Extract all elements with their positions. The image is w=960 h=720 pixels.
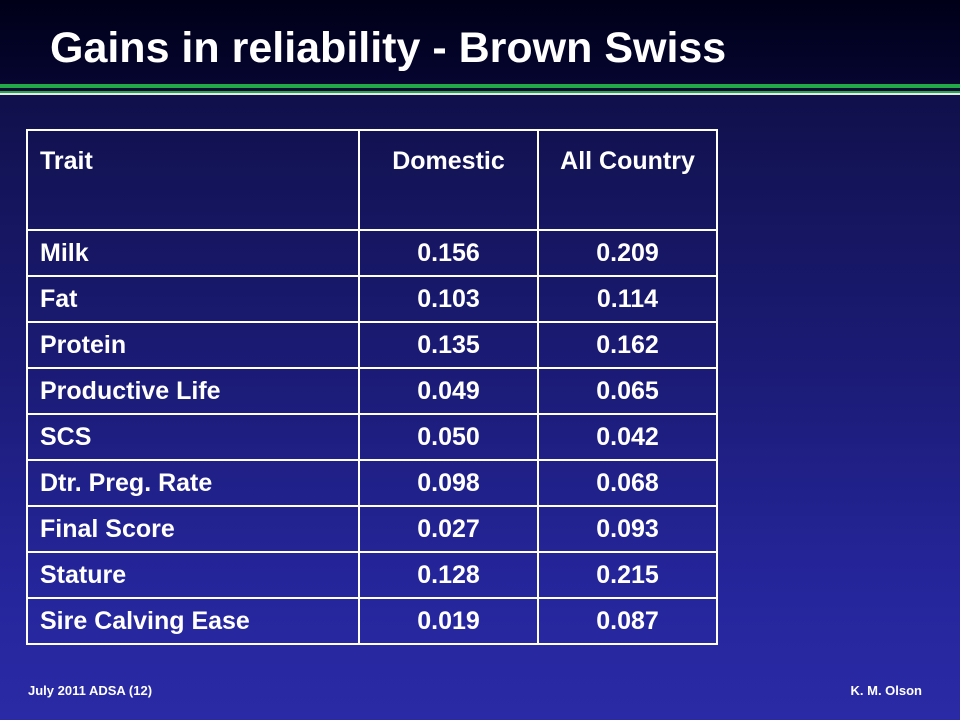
domestic-cell: 0.027 bbox=[358, 505, 539, 553]
domestic-cell: 0.050 bbox=[358, 413, 539, 461]
all-country-cell: 0.065 bbox=[537, 367, 718, 415]
domestic-cell: 0.019 bbox=[358, 597, 539, 645]
reliability-table-container: Trait Domestic All Country Milk 0.156 0.… bbox=[26, 129, 718, 645]
domestic-cell: 0.156 bbox=[358, 229, 539, 277]
trait-cell: SCS bbox=[26, 413, 360, 461]
trait-cell: Dtr. Preg. Rate bbox=[26, 459, 360, 507]
domestic-cell: 0.128 bbox=[358, 551, 539, 599]
table-row: SCS 0.050 0.042 bbox=[26, 413, 718, 461]
trait-cell: Protein bbox=[26, 321, 360, 369]
all-country-cell: 0.209 bbox=[537, 229, 718, 277]
slide-title: Gains in reliability - Brown Swiss bbox=[50, 24, 727, 72]
header-trait: Trait bbox=[26, 129, 360, 231]
domestic-cell: 0.103 bbox=[358, 275, 539, 323]
table-row: Sire Calving Ease 0.019 0.087 bbox=[26, 597, 718, 645]
domestic-cell: 0.049 bbox=[358, 367, 539, 415]
trait-cell: Milk bbox=[26, 229, 360, 277]
table-row: Final Score 0.027 0.093 bbox=[26, 505, 718, 553]
title-divider-gap bbox=[0, 88, 960, 91]
all-country-cell: 0.093 bbox=[537, 505, 718, 553]
all-country-cell: 0.042 bbox=[537, 413, 718, 461]
all-country-cell: 0.162 bbox=[537, 321, 718, 369]
trait-cell: Fat bbox=[26, 275, 360, 323]
table-row: Dtr. Preg. Rate 0.098 0.068 bbox=[26, 459, 718, 507]
title-band bbox=[0, 0, 960, 84]
table-row: Fat 0.103 0.114 bbox=[26, 275, 718, 323]
table-row: Stature 0.128 0.215 bbox=[26, 551, 718, 599]
title-divider-green-top bbox=[0, 84, 960, 88]
all-country-cell: 0.068 bbox=[537, 459, 718, 507]
header-all-country: All Country bbox=[537, 129, 718, 231]
footer-author-label: K. M. Olson bbox=[850, 683, 923, 698]
trait-cell: Productive Life bbox=[26, 367, 360, 415]
footer-event-label: July 2011 ADSA (12) bbox=[28, 683, 153, 698]
reliability-table: Trait Domestic All Country Milk 0.156 0.… bbox=[26, 129, 718, 645]
table-header-row: Trait Domestic All Country bbox=[26, 129, 718, 231]
title-divider-green-bottom bbox=[0, 91, 960, 93]
all-country-cell: 0.215 bbox=[537, 551, 718, 599]
trait-cell: Final Score bbox=[26, 505, 360, 553]
table-row: Protein 0.135 0.162 bbox=[26, 321, 718, 369]
title-divider-white bbox=[0, 93, 960, 95]
header-domestic: Domestic bbox=[358, 129, 539, 231]
domestic-cell: 0.098 bbox=[358, 459, 539, 507]
all-country-cell: 0.114 bbox=[537, 275, 718, 323]
table-row: Milk 0.156 0.209 bbox=[26, 229, 718, 277]
trait-cell: Sire Calving Ease bbox=[26, 597, 360, 645]
domestic-cell: 0.135 bbox=[358, 321, 539, 369]
trait-cell: Stature bbox=[26, 551, 360, 599]
table-row: Productive Life 0.049 0.065 bbox=[26, 367, 718, 415]
all-country-cell: 0.087 bbox=[537, 597, 718, 645]
